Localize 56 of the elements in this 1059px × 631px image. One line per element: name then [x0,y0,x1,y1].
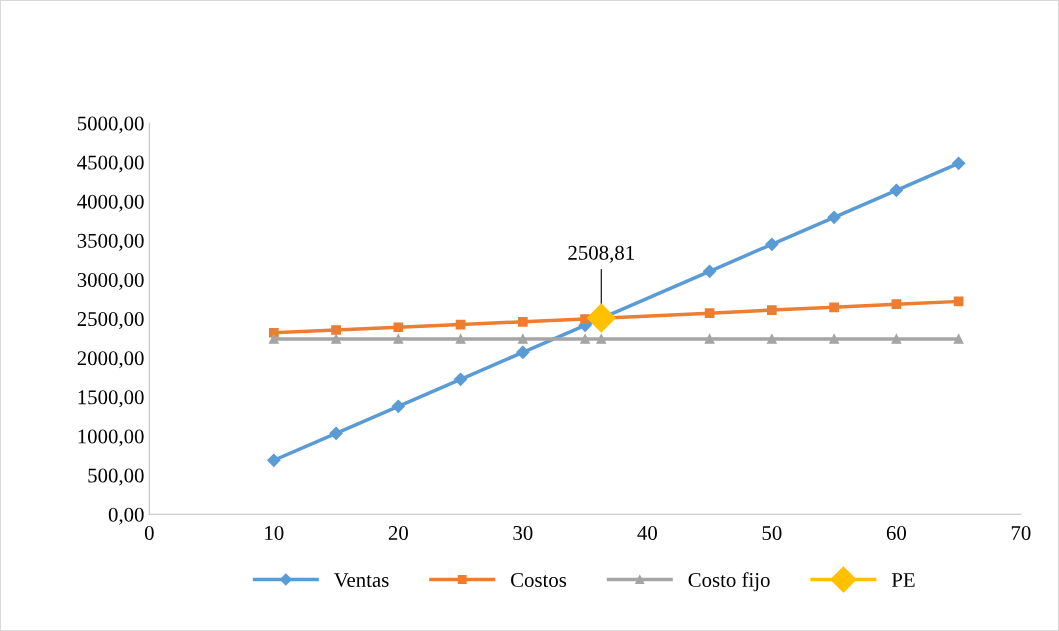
point [765,237,779,251]
x-tick-label: 60 [886,525,906,541]
x-tick-label: 40 [637,525,657,541]
legend-label: Ventas [333,573,389,588]
x-tick-label: 20 [388,525,408,541]
point [517,334,528,344]
point [329,426,343,440]
point [393,334,404,344]
point [267,453,281,467]
y-tick-label: 4000,00 [77,194,144,212]
point [827,210,841,224]
point [331,334,341,344]
point [454,372,468,386]
point [766,305,777,315]
point [596,334,607,344]
y-tick-label: 1000,00 [78,429,144,447]
point [704,334,715,344]
point [331,325,341,335]
point [517,316,528,327]
x-tick-label: 70 [1011,525,1031,541]
point [268,327,279,338]
y-tick-label: 4500,00 [77,155,144,173]
x-tick-label: 0 [144,525,154,541]
x-tick-label: 30 [513,525,533,541]
point [704,308,715,319]
legend-label: PE [891,573,915,587]
point [580,334,590,344]
y-tick-label: 3500,00 [77,233,144,251]
point [268,334,279,344]
point [952,156,966,170]
point [829,334,839,344]
y-tick-label: 1500,00 [78,390,144,408]
y-tick-label: 2500,00 [77,312,144,330]
x-tick-label: 50 [762,525,782,541]
point [766,334,777,344]
y-tick-label: 500,00 [88,468,144,486]
legend-label: Costos [510,573,567,588]
point [391,399,405,413]
point [889,183,903,197]
point [393,322,404,333]
y-tick-label: 0,00 [108,507,144,525]
point [455,334,466,344]
point [516,345,530,359]
legend-label: Costo fijo [688,572,770,592]
y-tick-label: 2000,00 [77,351,144,369]
point [891,334,902,344]
point [703,264,717,278]
annotation: 2508,81 [568,245,634,263]
point [891,299,902,310]
y-tick-label: 3000,00 [77,272,144,290]
y-tick-label: 5000,00 [77,116,144,134]
point [829,302,839,313]
point [953,334,964,344]
point [580,314,590,324]
x-tick-label: 10 [265,525,284,541]
point [586,303,616,333]
